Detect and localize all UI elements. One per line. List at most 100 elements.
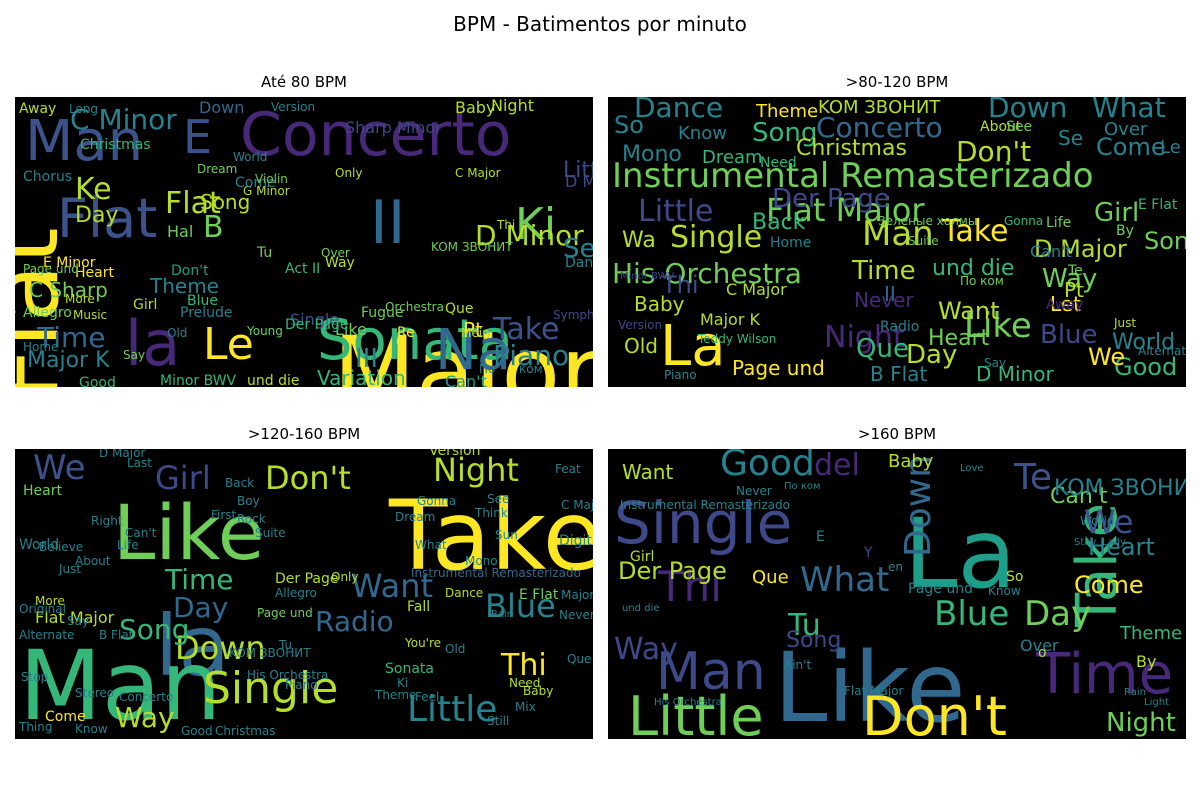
wordcloud-word: What: [1092, 97, 1166, 124]
wordcloud-word: E: [183, 110, 212, 164]
wordcloud-word: More: [35, 594, 65, 608]
wordcloud-word: Way: [614, 632, 678, 667]
wordcloud-word: Good: [720, 449, 815, 484]
wordcloud-word: Que: [445, 301, 474, 317]
wordcloud-word: und die: [932, 256, 1014, 281]
wordcloud-word: und die: [622, 603, 659, 614]
wordcloud-word: Good: [181, 724, 213, 738]
wordcloud-word: Radio: [315, 605, 394, 638]
wordcloud-word: Se: [1058, 126, 1083, 150]
wordcloud-word: Blue: [934, 594, 1009, 634]
wordcloud-word: Que: [856, 334, 909, 364]
wordcloud-word: La: [904, 498, 1016, 610]
wordcloud-word: Dream: [702, 147, 763, 168]
wordcloud-word: Teddy Wilson: [697, 332, 776, 346]
wordcloud-word: Say: [123, 348, 145, 362]
wordcloud-panel-3: Like Take la Man Single Don't Night Girl We Want B…: [15, 449, 593, 739]
wordcloud-word: D Major: [1034, 235, 1127, 263]
wordcloud-word: Allegro: [23, 305, 72, 321]
wordcloud-word: Hal: [167, 222, 193, 241]
wordcloud-word: Concerto: [240, 100, 511, 170]
wordcloud-word: Version: [429, 449, 480, 459]
wordcloud-word: B Flat: [870, 362, 927, 386]
wordcloud-word: Can't: [1030, 242, 1072, 261]
wordcloud-word: Tu: [787, 608, 821, 643]
wordcloud-word: Like: [113, 488, 265, 577]
wordcloud-word: Say: [67, 614, 89, 628]
wordcloud-word: Page und: [908, 581, 973, 597]
wordcloud-word: We: [33, 449, 86, 488]
wordcloud-word: So: [614, 111, 644, 139]
wordcloud-word: G Minor: [243, 184, 290, 198]
wordcloud-word: Page und: [23, 262, 79, 276]
wordcloud-word: Know: [678, 123, 727, 144]
wordcloud-word: Minor BWV: [160, 373, 237, 387]
wordcloud-word: Think: [474, 506, 508, 520]
wordcloud-word: Heart: [75, 265, 114, 281]
wordcloud-word: Tu: [278, 638, 292, 652]
wordcloud-word: Old: [167, 326, 187, 340]
wordcloud-word: Der Page: [275, 571, 339, 587]
wordcloud-word: Major K: [561, 588, 593, 602]
wordcloud-word: Can't: [445, 372, 487, 387]
wordcloud-word: Christmas: [215, 724, 276, 738]
wordcloud-word: Sonata: [385, 661, 434, 677]
wordcloud-word: Orchestra: [385, 300, 444, 314]
wordcloud-word: Dream: [395, 510, 435, 524]
wordcloud-word: Song: [119, 613, 189, 646]
wordcloud-word: По ком: [960, 274, 1004, 288]
wordcloud-word: Alternate: [19, 628, 74, 642]
wordcloud-word: Light: [1144, 697, 1169, 708]
wordcloud-word: Minor BWV: [620, 271, 675, 282]
wordcloud-word: D Minor: [976, 362, 1054, 386]
wordcloud-word: Want: [938, 297, 1000, 325]
wordcloud-word: Blue: [1040, 320, 1098, 350]
wordcloud-word: C Major: [455, 166, 501, 180]
wordcloud-word: About: [75, 554, 111, 568]
wordcloud-word: Sonata: [317, 308, 513, 373]
wordcloud-word: Down: [898, 455, 939, 557]
wordcloud-word: Good: [79, 375, 116, 387]
wordcloud-word: See: [1006, 119, 1032, 135]
wordcloud-word: Take: [388, 480, 593, 592]
wordcloud-word: Flat Major: [844, 684, 903, 698]
wordcloud-word: Te: [1013, 457, 1052, 498]
wordcloud-word: Good: [1114, 353, 1177, 381]
wordcloud-word: Fall: [407, 599, 430, 615]
wordcloud-word: Don't: [265, 459, 351, 497]
wordcloud-word: Single: [670, 220, 762, 255]
wordcloud-word: See: [487, 492, 509, 506]
wordcloud-word: Back: [752, 210, 806, 235]
wordcloud-word: Over: [1020, 636, 1059, 655]
wordcloud-word: Love: [960, 463, 984, 474]
wordcloud-word: Only: [335, 166, 363, 180]
wordcloud-word: Baby: [888, 451, 934, 472]
wordcloud-word: Concerto: [816, 111, 943, 144]
wordcloud-word: Tu: [256, 245, 272, 261]
wordcloud-word: Digital: [559, 533, 593, 549]
wordcloud-word: Want: [622, 460, 673, 484]
wordcloud-word: Page und: [732, 356, 825, 380]
wordcloud-word: Little: [638, 194, 713, 229]
wordcloud-word: Piano: [664, 368, 697, 382]
wordcloud-word: Night: [824, 320, 905, 355]
wordcloud-word: Like: [964, 306, 1032, 346]
wordcloud-word: Man: [25, 109, 143, 174]
wordcloud-word: Home: [770, 235, 811, 251]
wordcloud-word: Ke: [75, 172, 112, 207]
wordcloud-word: Se: [563, 234, 593, 264]
wordcloud-word: Don't: [956, 135, 1031, 168]
wordcloud-word: По ком: [784, 481, 821, 492]
wordcloud-word: Fugue: [361, 305, 404, 321]
wordcloud-panel-1: Flat Major Concerto Man II Sonata Na la E Flat Le K…: [15, 97, 593, 387]
wordcloud-word: en: [888, 560, 903, 574]
wordcloud-word: Stereo: [75, 686, 114, 700]
wordcloud-word: Theme: [374, 688, 416, 702]
wordcloud-word: Version: [271, 100, 315, 114]
wordcloud-word: Away: [1046, 297, 1083, 313]
wordcloud-word: Night: [1106, 708, 1176, 738]
wordcloud-word: Down: [175, 629, 266, 667]
wordcloud-word: Na: [435, 318, 511, 383]
panel-title-3: >120-160 BPM: [247, 425, 361, 443]
